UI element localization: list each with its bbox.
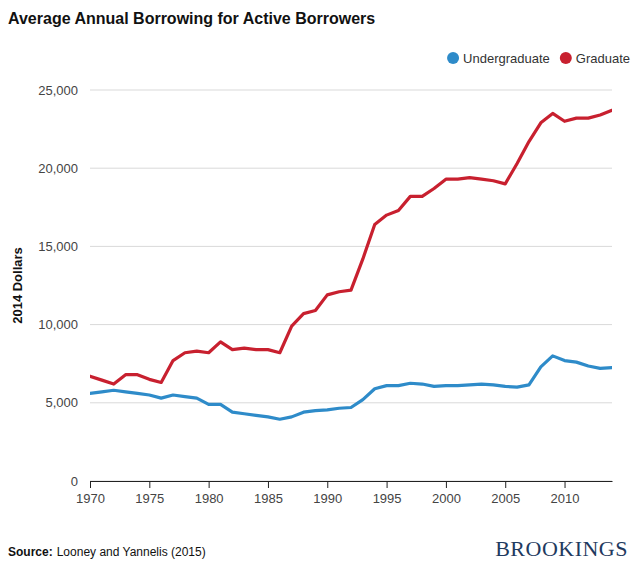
x-tick-label: 1980 [195,491,224,506]
grid-line [90,402,612,403]
y-tick: 0 [71,474,90,489]
series-line [90,110,612,384]
legend-label: Undergraduate [463,51,550,66]
plot: 05,00010,00015,00020,00025,0001970197519… [38,83,612,507]
x-tick-label: 1975 [135,491,164,506]
branding: BROOKINGS [495,536,628,561]
source: Source: Looney and Yannelis (2015) [8,545,206,559]
y-axis-title: 2014 Dollars [10,247,25,324]
grid-line [90,324,612,325]
grid-line [90,90,612,91]
y-tick-label: 25,000 [38,83,78,98]
x-tick-mark [268,481,269,488]
legend-swatch [560,52,572,64]
y-axis-line [90,91,91,482]
x-tick: 1990 [313,481,342,506]
grid-line [90,168,612,169]
y-tick-label: 10,000 [38,317,78,332]
y-tick-label: 15,000 [38,239,78,254]
x-tick-label: 2010 [551,491,580,506]
grid-line [90,481,612,482]
x-tick: 1980 [195,481,224,506]
x-tick-label: 2000 [432,491,461,506]
legend-swatch [447,52,459,64]
x-tick-mark [90,481,91,488]
y-tick: 5,000 [45,395,90,410]
x-tick-label: 2005 [491,491,520,506]
y-tick-label: 5,000 [45,395,78,410]
x-tick: 2000 [432,481,461,506]
x-tick-label: 1995 [373,491,402,506]
x-tick-label: 1970 [76,491,105,506]
x-tick: 1975 [135,481,164,506]
y-tick-label: 20,000 [38,161,78,176]
y-axis: 0 5,000 10,000 15,000 20,000 25,000 [38,83,90,489]
y-tick: 15,000 [38,239,90,254]
y-tick: 10,000 [38,317,90,332]
x-tick-mark [565,481,566,488]
source-text: Looney and Yannelis (2015) [57,545,206,559]
x-tick-mark [327,481,328,488]
x-tick-mark [149,481,150,488]
legend-label: Graduate [576,51,630,66]
x-tick-label: 1990 [313,491,342,506]
grid [90,90,612,481]
series-group [90,110,612,419]
title: Average Annual Borrowing for Active Borr… [8,10,375,27]
legend: Undergraduate Graduate [447,51,630,66]
source-label: Source: [8,545,53,559]
x-tick: 1985 [254,481,283,506]
chart: Average Annual Borrowing for Active Borr… [0,0,640,570]
x-axis: 1970 1975 1980 1985 1990 1995 2000 2005 2010 [76,481,612,506]
x-tick: 2005 [491,481,520,506]
grid-line [90,246,612,247]
x-tick-mark [505,481,506,488]
y-tick: 20,000 [38,161,90,176]
y-tick-label: 0 [71,474,78,489]
x-tick-mark [446,481,447,488]
legend-item: Undergraduate [447,51,550,66]
series-line [90,356,612,419]
x-tick-label: 1985 [254,491,283,506]
x-tick: 1995 [373,481,402,506]
y-tick: 25,000 [38,83,90,98]
x-tick: 1970 [76,481,105,506]
x-tick-mark [387,481,388,488]
legend-item: Graduate [560,51,630,66]
x-axis-line [91,481,613,482]
x-tick-mark [209,481,210,488]
x-tick: 2010 [551,481,580,506]
